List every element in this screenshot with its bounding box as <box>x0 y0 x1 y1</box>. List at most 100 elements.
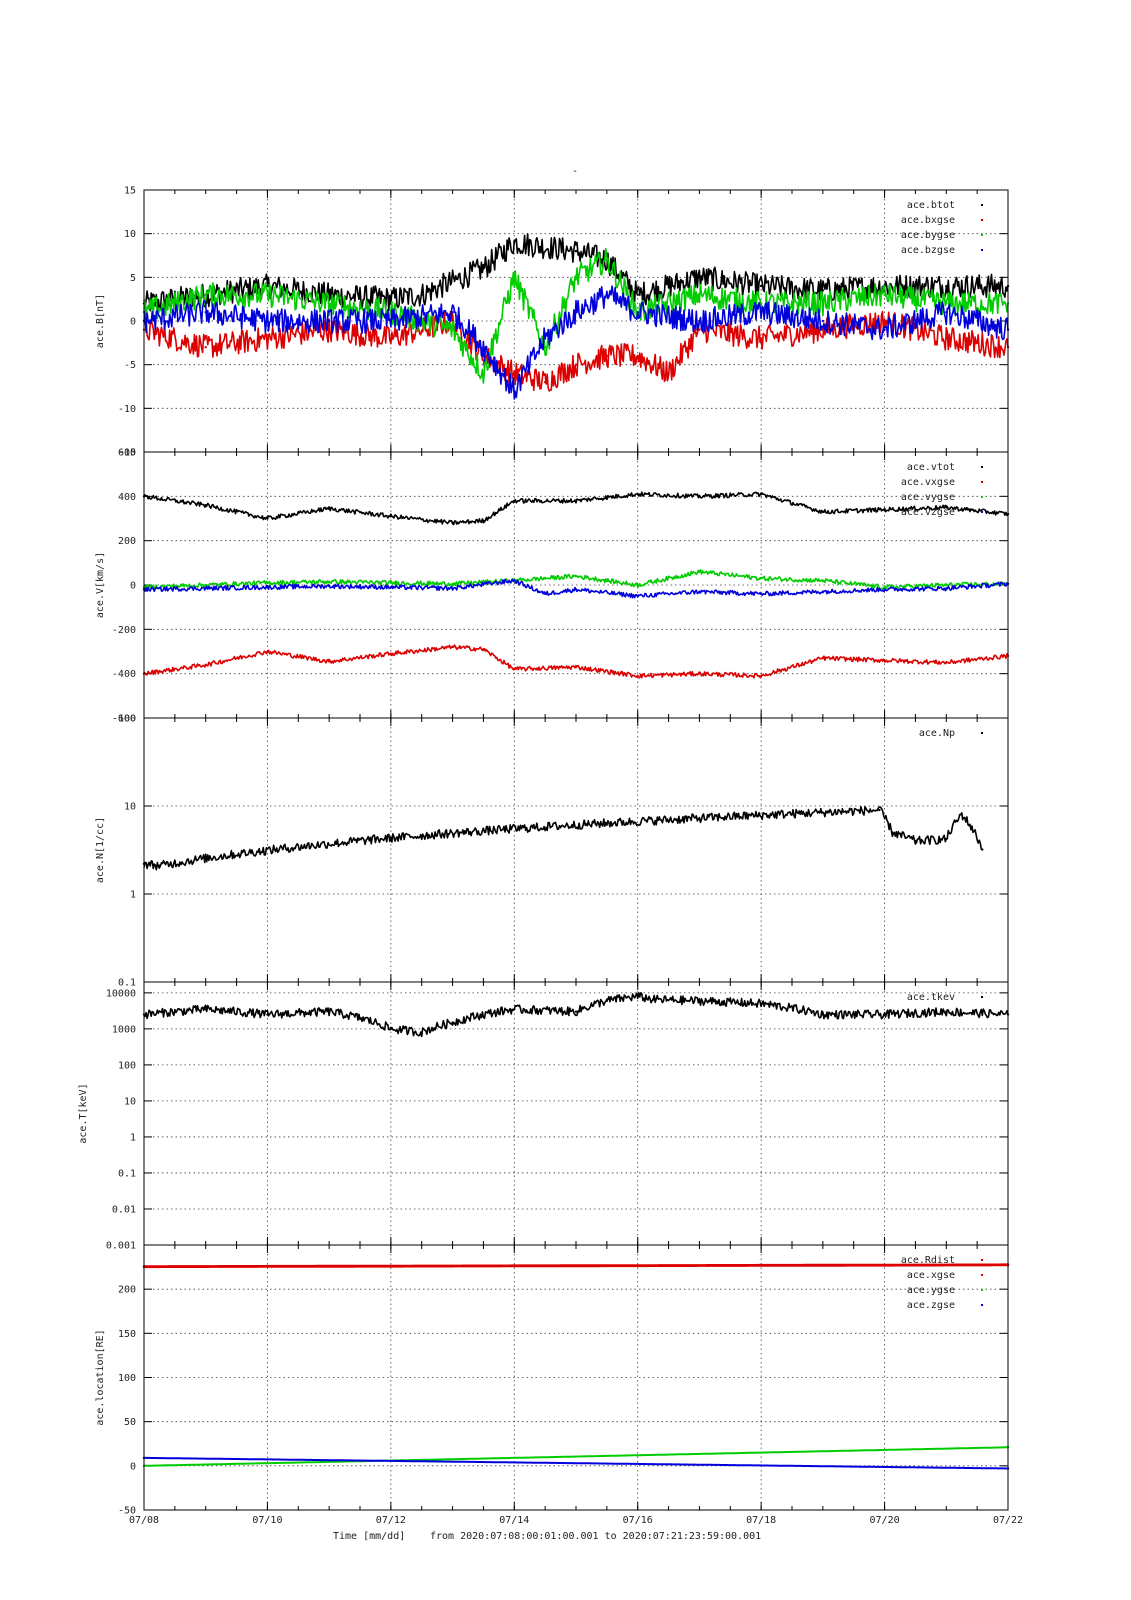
y-tick-label: 0 <box>130 581 136 592</box>
y-tick-label: 1000 <box>112 1024 136 1035</box>
data-point <box>266 517 269 520</box>
series-trace <box>144 1264 1008 1269</box>
data-point <box>327 584 331 588</box>
data-point <box>266 586 269 589</box>
time-range-text: from 2020:07:08:00:01:00.001 to 2020:07:… <box>430 1531 761 1542</box>
data-point <box>698 276 701 279</box>
data-point <box>759 1002 763 1005</box>
data-point <box>605 258 609 262</box>
data-point <box>574 363 578 366</box>
legend-label: ace.vzgse <box>901 507 955 518</box>
data-point <box>513 579 516 582</box>
y-tick-label: 10 <box>124 802 136 813</box>
chart-panels: 151050-5-10-15ace.B[nT]ace.btotace.bxgse… <box>78 186 1010 1517</box>
data-point <box>513 276 516 279</box>
x-tick-label: 07/10 <box>252 1515 282 1526</box>
data-point <box>698 495 701 498</box>
data-point <box>883 586 886 589</box>
y-tick-label: -400 <box>112 669 136 680</box>
data-point <box>574 499 578 502</box>
data-point <box>883 293 886 296</box>
data-point <box>883 319 886 323</box>
data-point <box>945 1010 948 1013</box>
series-trace <box>144 1456 1008 1470</box>
legend-marker <box>981 481 983 483</box>
data-point <box>759 302 763 305</box>
y-tick-label: -15 <box>118 448 136 459</box>
data-point <box>482 372 485 375</box>
y-tick-label: 400 <box>118 492 136 503</box>
series-ace-xgse <box>142 1264 1010 1269</box>
data-point <box>204 587 207 590</box>
data-point <box>698 328 701 331</box>
data-point <box>482 648 485 651</box>
legend-marker <box>981 1274 983 1276</box>
y-tick-label: -10 <box>118 404 136 415</box>
y-tick-label: 10 <box>124 1096 136 1107</box>
data-point <box>420 1031 423 1034</box>
y-tick-label: 0.001 <box>106 1241 136 1252</box>
data-point <box>698 999 701 1003</box>
x-axis-tick-labels: 07/08 07/10 07/12 07/14 07/16 07/18 07/20 07/22 <box>129 1515 1023 1526</box>
series-ace-Np <box>142 806 984 871</box>
series-trace <box>143 310 1009 392</box>
x-axis-title: Time [mm/dd] <box>333 1531 405 1542</box>
legend-marker <box>981 732 983 734</box>
data-point <box>482 519 485 522</box>
data-point <box>204 504 207 507</box>
legend-label: ace.bxgse <box>901 215 955 226</box>
data-point <box>451 582 454 586</box>
data-point <box>482 267 485 270</box>
data-point <box>451 587 454 590</box>
data-point <box>945 837 948 841</box>
series-ace-vxgse <box>142 644 1010 679</box>
legend-label: ace.tkev <box>907 992 955 1003</box>
data-point <box>636 293 639 296</box>
data-point <box>451 521 454 525</box>
data-point <box>204 346 207 349</box>
series-ace-tkev <box>142 992 1010 1038</box>
data-point <box>574 588 578 591</box>
y-tick-label: 100 <box>118 714 136 725</box>
data-point <box>821 319 825 323</box>
data-point <box>543 577 547 580</box>
data-point <box>636 492 639 496</box>
y-tick-label: 0.01 <box>112 1204 136 1215</box>
data-point <box>636 583 639 587</box>
data-point <box>266 1013 269 1016</box>
panel-frame <box>143 1244 1009 1511</box>
data-point <box>821 579 825 582</box>
data-point <box>327 507 331 510</box>
panel-1: 15 10 5 0 -5 -10 -15 ace.B[nT] ace.btot ace.bxgse… <box>95 186 1010 459</box>
data-point <box>543 592 547 596</box>
legend-marker <box>981 466 983 468</box>
y-tick-label: 600 <box>118 448 136 459</box>
y-tick-label: 10000 <box>106 988 136 999</box>
series-trace <box>143 992 1009 1038</box>
y-tick-label: 1 <box>130 1132 136 1143</box>
data-point <box>204 293 207 296</box>
y-tick-label: 200 <box>118 1285 136 1296</box>
data-point <box>883 588 886 591</box>
panel-frame <box>143 981 1009 1246</box>
series-trace <box>143 644 1009 679</box>
y-tick-label: 0.1 <box>118 978 136 989</box>
legend-marker <box>981 511 983 513</box>
data-point <box>543 380 547 384</box>
data-point <box>945 506 948 509</box>
data-point <box>327 319 331 323</box>
data-point <box>883 659 886 662</box>
data-point <box>605 999 609 1003</box>
y-tick-label: -5 <box>124 360 136 371</box>
y-tick-label: 5 <box>130 273 136 284</box>
y-axis-label: ace.location[RE] <box>95 1329 106 1425</box>
data-point <box>513 372 516 375</box>
data-point <box>821 1013 825 1016</box>
data-point <box>513 1008 516 1011</box>
data-point <box>821 510 825 514</box>
figure-title: - <box>572 166 578 177</box>
data-point <box>204 1008 207 1011</box>
data-point <box>759 492 763 496</box>
data-point <box>543 337 547 340</box>
panel-2: 600 400 200 0 -200 -400 -600 ace.V[km/s] ace.vto… <box>95 448 1010 725</box>
